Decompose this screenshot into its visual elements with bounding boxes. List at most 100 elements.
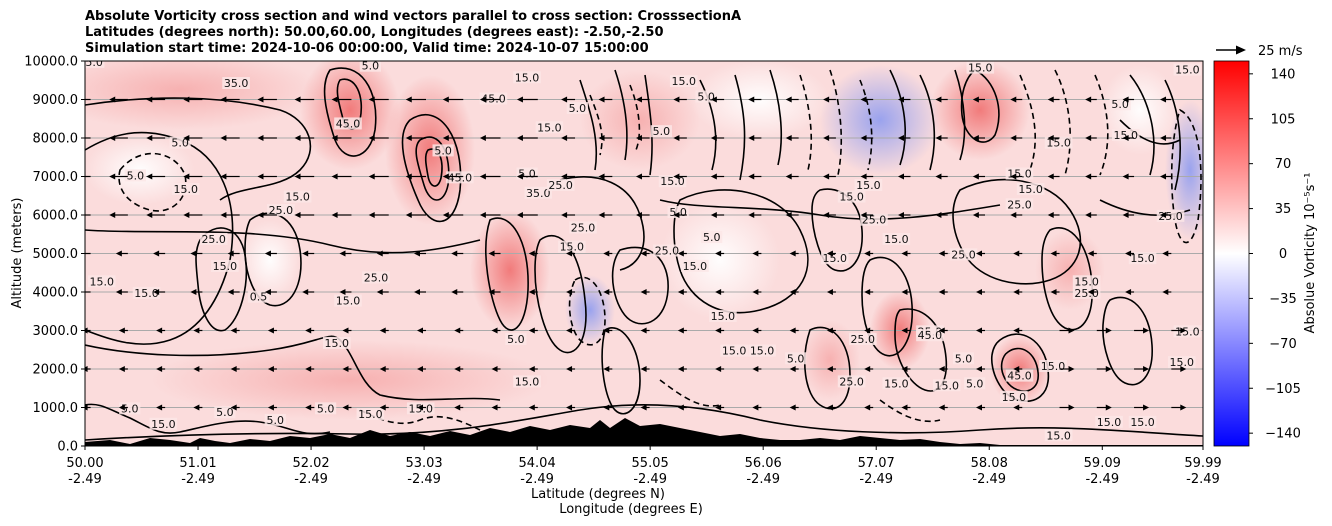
contour-line [85, 403, 1203, 441]
terrain-profile [85, 418, 1203, 446]
contour-label-backdrop [848, 333, 877, 346]
wind-vector-head [118, 327, 125, 334]
x-axis-label-longitude: Longitude (degrees E) [559, 502, 703, 517]
wind-vector-head [516, 135, 523, 141]
wind-vector-head [379, 327, 386, 334]
contour-label: 15.0 [968, 62, 993, 75]
wind-vector-head [305, 366, 312, 372]
field-blob [930, 61, 1030, 160]
wind-vector-head [897, 135, 904, 141]
wind-vector-head [368, 96, 375, 103]
wind-vector-head [826, 289, 833, 295]
wind-vector-head [1047, 135, 1054, 141]
chart-title-line-1: Absolute Vorticity cross section and win… [85, 9, 742, 24]
wind-vector-head [405, 135, 412, 141]
wind-vector-head [230, 327, 237, 334]
wind-vector-head [635, 173, 642, 180]
contour-label: 15.0 [1046, 429, 1071, 442]
wind-vector-head [528, 289, 535, 295]
wind-vector-head [901, 404, 908, 411]
field-blob [565, 275, 615, 345]
wind-vector-head [561, 135, 568, 141]
wind-vector-head [715, 250, 722, 257]
wind-vector-head [785, 135, 792, 141]
wind-vector-head [598, 212, 605, 218]
wind-vector-head [85, 366, 88, 372]
contour-line [579, 69, 653, 176]
contour-label: 15.0 [560, 241, 585, 254]
contour-label-backdrop [966, 61, 995, 74]
wind-vector-head [156, 366, 163, 372]
contour-label-backdrop [1005, 369, 1034, 382]
wind-vector-head [1125, 250, 1132, 257]
wind-vector-head [901, 250, 908, 257]
wind-vector-head [715, 404, 722, 411]
contour-label-backdrop [222, 77, 250, 90]
contour-label-backdrop [169, 136, 191, 149]
contour-line [85, 403, 331, 435]
wind-vector-head [1180, 404, 1187, 411]
wind-vector-head [710, 96, 717, 103]
colorbar-ticks: 140 105 70 35 0 −35 −70 −105 −140 [1249, 67, 1301, 442]
wind-vector-head [1010, 135, 1017, 141]
x-tick-label-longitude: -2.49 [746, 472, 780, 487]
contour-label-backdrop [1156, 209, 1185, 222]
contour-line [415, 136, 450, 201]
wind-vector-head [598, 135, 605, 141]
contour-label-backdrop [1167, 356, 1196, 369]
colorbar [1213, 60, 1250, 447]
y-tick-label: 3000.0 [33, 324, 79, 339]
contour-label: 5.0 [507, 333, 525, 346]
contour-line [323, 67, 377, 157]
wind-vector-head [640, 404, 647, 411]
wind-vector-head [789, 327, 796, 334]
wind-vector-head [1010, 173, 1017, 180]
wind-vector-head [368, 212, 375, 218]
contour-label: 15.0 [823, 252, 848, 265]
wind-vector-head [442, 135, 449, 141]
quiver-key-label: 25 m/s [1258, 44, 1303, 59]
contour-line [1000, 347, 1039, 392]
contour-line [889, 69, 966, 171]
wind-vector-head [413, 289, 420, 295]
wind-vector-head [935, 135, 942, 141]
wind-vector-head [1143, 366, 1150, 372]
wind-vector-head [1105, 366, 1112, 372]
wind-vector-head [901, 327, 908, 334]
wind-vector-head [227, 250, 234, 257]
contour-label: 15.0 [325, 337, 350, 350]
contour-label-backdrop [247, 290, 270, 303]
contour-line [244, 212, 302, 307]
x-tick-label-longitude: -2.49 [1085, 472, 1119, 487]
contour-label-backdrop [1016, 182, 1045, 195]
colorbar-tick-label: −70 [1269, 337, 1296, 352]
wind-vector-head [153, 289, 160, 295]
wind-vector-head [528, 327, 535, 334]
contour-line [85, 229, 481, 254]
contour-label: 25.0 [201, 233, 226, 246]
wind-vector-head [860, 135, 867, 141]
wind-vector-head [864, 250, 871, 257]
wind-vector-head [153, 250, 160, 257]
wind-vector-head [598, 173, 605, 180]
wind-vector-head [339, 250, 346, 257]
wind-vector-head [264, 250, 271, 257]
contour-label-backdrop [821, 252, 849, 265]
contour-label: 25.0 [1007, 198, 1032, 211]
wind-vector-head [603, 250, 610, 257]
contour-line [601, 327, 641, 415]
contour-label-backdrop [949, 248, 978, 261]
contour-label: 5.0 [703, 231, 721, 244]
wind-vector-head [1013, 366, 1020, 372]
contour-line [485, 217, 529, 331]
contour-label: 15.0 [1130, 416, 1155, 429]
wind-vector-head [640, 366, 647, 372]
wind-vector-head [85, 404, 88, 411]
contour-label: 15.0 [90, 275, 115, 288]
contour-labels: 35.035.05.045.045.05.05.015.025.015.05.0… [85, 61, 1202, 442]
contour-label: 5.0 [434, 144, 452, 157]
contour-line [534, 234, 587, 354]
wind-vector-head [193, 366, 200, 372]
contour-label: 15.0 [1018, 183, 1043, 196]
wind-vector-head [1160, 96, 1167, 103]
